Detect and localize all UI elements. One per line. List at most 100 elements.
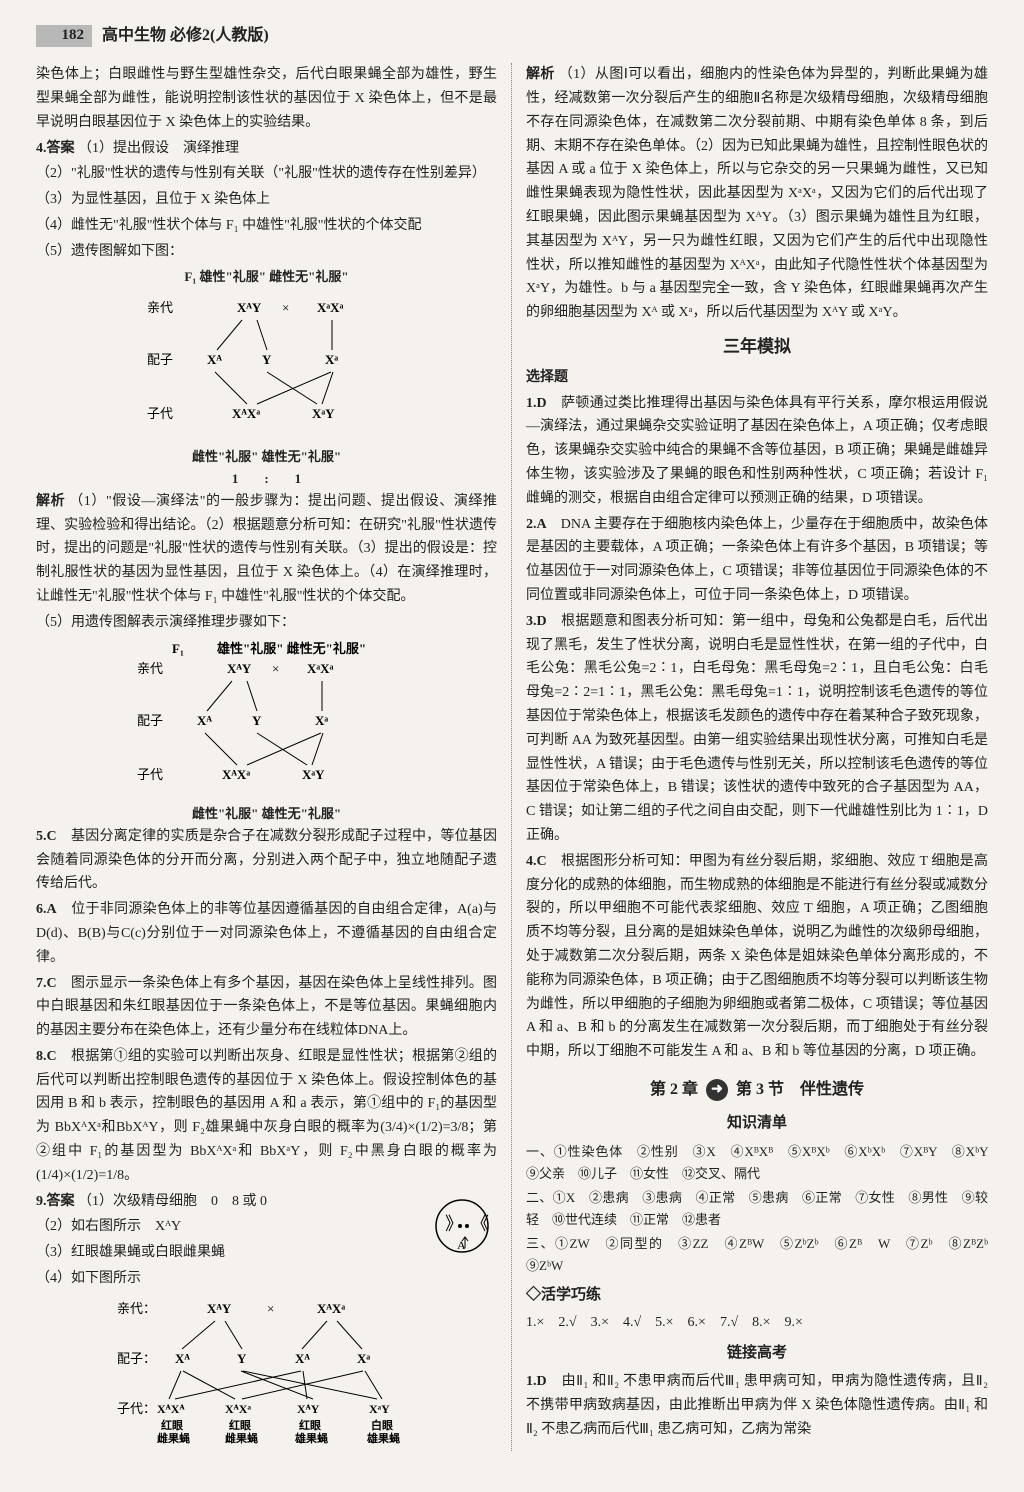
g1: 1.D 由Ⅱ₁ 和Ⅱ₂ 不患甲病而后代Ⅲ₁ 患甲病可知，甲病为隐性遗传病，且Ⅱ₂… xyxy=(526,1370,988,1441)
chapter-left: 第 2 章 xyxy=(650,1076,698,1103)
r-jiexi: 解析 （1）从图Ⅰ可以看出，细胞内的性染色体为异型的，判断此果蝇为雄性，经减数第… xyxy=(526,63,988,325)
left-column: 染色体上；白眼雌性与野生型雄性杂交，后代白眼果蝇全部为雄性，野生型果蝇全部为雌性… xyxy=(36,63,512,1451)
q8-txt: 根据第①组的实验可以判断出灰身、红眼是显性性状；根据第②组的后代可以判断出控制眼… xyxy=(36,1049,497,1183)
jiexi-txt: （1）"假设—演绎法"的一般步骤为：提出问题、提出假设、演绎推理、实验检验和得出… xyxy=(36,494,497,604)
svg-text:雄果蝇: 雄果蝇 xyxy=(366,1431,400,1445)
chapter-right: 第 3 节 伴性遗传 xyxy=(736,1076,864,1103)
k3: 三、①ZW ②同型的 ③ZZ ④ZᴮW ⑤ZᵇZᵇ ⑥Zᴮ W ⑦Zᵇ ⑧ZᴮZ… xyxy=(526,1233,988,1277)
q4: 4.答案 （1）提出假设 演绎推理 xyxy=(36,137,497,161)
svg-text:雌果蝇: 雌果蝇 xyxy=(157,1431,190,1445)
jiexi: 解析 （1）"假设—演绎法"的一般步骤为：提出问题、提出假设、演绎推理、实验检验… xyxy=(36,490,497,609)
svg-text:XᵃXᵃ: XᵃXᵃ xyxy=(307,661,334,676)
svg-text:子代: 子代 xyxy=(147,406,173,421)
q9-4: （4）如下图所示 xyxy=(36,1267,427,1291)
svg-text:XᴬY: XᴬY xyxy=(207,1301,232,1316)
svg-text:亲代: 亲代 xyxy=(147,300,173,315)
svg-text:配子：: 配子： xyxy=(117,1351,156,1366)
q9-1: （1）次级精母细胞 0 8 或 0 xyxy=(78,1194,267,1209)
huoxue: ◇活学巧练 xyxy=(526,1283,988,1309)
g1-txt: 由Ⅱ₁ 和Ⅱ₂ 不患甲病而后代Ⅲ₁ 患甲病可知，甲病为隐性遗传病，且Ⅱ₂ 不携带… xyxy=(526,1374,988,1437)
q4-2: （2）"礼服"性状的遗传与性别有关联（"礼服"性状的遗传存在性别差异） xyxy=(36,162,497,186)
q4-5: （5）遗传图解如下图： xyxy=(36,240,497,264)
q4-head: 4.答案 xyxy=(36,141,75,156)
arrow-icon: ➜ xyxy=(706,1079,728,1101)
svg-text:白眼: 白眼 xyxy=(371,1418,393,1432)
para: 染色体上；白眼雌性与野生型雄性杂交，后代白眼果蝇全部为雄性，野生型果蝇全部为雌性… xyxy=(36,63,497,134)
q7-txt: 图示显示一条染色体上有多个基因，基因在染色体上呈线性排列。图中白眼基因和朱红眼基… xyxy=(36,976,497,1039)
svg-text:XᵃXᵃ: XᵃXᵃ xyxy=(317,300,344,315)
r-jiexi-head: 解析 xyxy=(526,67,555,82)
svg-text:红眼: 红眼 xyxy=(161,1418,183,1432)
svg-text:雌果蝇: 雌果蝇 xyxy=(225,1431,258,1445)
q4-1: （1）提出假设 演绎推理 xyxy=(78,141,239,156)
genetics-diagram-3: 亲代： XᴬY × XᴬXᵃ 配子： Xᴬ Y Xᴬ Xᵃ 子代： XᴬXᴬ X… xyxy=(77,1297,457,1447)
q9-head: 9.答案 xyxy=(36,1194,75,1209)
svg-text:Xᵃ: Xᵃ xyxy=(357,1351,370,1366)
svg-text:子代：: 子代： xyxy=(117,1401,156,1416)
k1: 一、①性染色体 ②性别 ③X ④XᴮXᴮ ⑤XᴮXᵇ ⑥XᵇXᵇ ⑦XᴮY ⑧X… xyxy=(526,1141,988,1185)
xuanzeti: 选择题 xyxy=(526,366,988,390)
q5: 5.C 基因分离定律的实质是杂合子在减数分裂形成配子过程中，等位基因会随着同源染… xyxy=(36,825,497,896)
genetics-diagram-1: F₁ 雄性"礼服" 雌性无"礼服" 亲代 XᴬY × XᵃXᵃ 配子 Xᴬ Y … xyxy=(36,266,497,490)
svg-text:XᴬY: XᴬY xyxy=(227,661,252,676)
q5-txt: 基因分离定律的实质是杂合子在减数分裂形成配子过程中，等位基因会随着同源染色体的分… xyxy=(36,829,497,892)
r3-txt: 根据题意和图表分析可知：第一组中，母兔和公兔都是白毛，后代出现了黑毛，发生了性状… xyxy=(526,614,988,843)
page-header: 182 高中生物 必修2(人教版) xyxy=(36,22,988,49)
cell-icon: 》 《 A xyxy=(427,1194,497,1264)
svg-text:》: 》 xyxy=(445,1214,463,1234)
r4: 4.C 根据图形分析可知：甲图为有丝分裂后期，浆细胞、效应 T 细胞是高度分化的… xyxy=(526,850,988,1064)
svg-text:Xᵃ: Xᵃ xyxy=(315,713,328,728)
svg-text:Xᴬ: Xᴬ xyxy=(197,713,212,728)
q9-3: （3）红眼雄果蝇或白眼雌果蝇 xyxy=(36,1241,427,1265)
diag1-title: F₁ 雄性"礼服" 雌性无"礼服" xyxy=(36,266,497,288)
svg-text:×: × xyxy=(267,1301,274,1316)
genetics-diagram-2: F₁ 雄性"礼服" 雌性无"礼服" 亲代 XᴬY × XᵃXᵃ 配子 Xᴬ Y … xyxy=(36,639,497,825)
r1-txt: 萨顿通过类比推理得出基因与染色体具有平行关系，摩尔根运用假说—演绎法，通过果蝇杂… xyxy=(526,396,988,506)
jiexi-head: 解析 xyxy=(36,494,65,509)
svg-text:Y: Y xyxy=(237,1351,247,1366)
svg-text:Y: Y xyxy=(252,713,262,728)
svg-text:亲代：: 亲代： xyxy=(117,1301,156,1316)
diag1-svg: 亲代 XᴬY × XᵃXᵃ 配子 Xᴬ Y Xᵃ 子代 XᴬXᵃ XᵃY xyxy=(117,292,417,442)
r2: 2.A DNA 主要存在于细胞核内染色体上，少量存在于细胞质中，故染色体是基因的… xyxy=(526,513,988,608)
zhishiqingdan: 知识清单 xyxy=(526,1111,988,1137)
diag2-svg: F₁ 雄性"礼服" 雌性无"礼服" 亲代 XᴬY × XᵃXᵃ 配子 Xᴬ Y … xyxy=(107,639,427,799)
q6: 6.A 位于非同源染色体上的非等位基因遵循基因的自由组合定律，A(a)与D(d)… xyxy=(36,898,497,969)
jiexi-5: （5）用遗传图解表示演绎推理步骤如下： xyxy=(36,611,497,635)
r4-txt: 根据图形分析可知：甲图为有丝分裂后期，浆细胞、效应 T 细胞是高度分化的成熟的体… xyxy=(526,854,988,1059)
diag1-label: 雌性"礼服" 雄性无"礼服" xyxy=(36,446,497,468)
svg-text:子代: 子代 xyxy=(137,767,163,782)
r2-txt: DNA 主要存在于细胞核内染色体上，少量存在于细胞质中，故染色体是基因的主要载体… xyxy=(526,517,988,603)
r3: 3.D 根据题意和图表分析可知：第一组中，母兔和公兔都是白毛，后代出现了黑毛，发… xyxy=(526,610,988,848)
svg-text:×: × xyxy=(282,300,289,315)
svg-text:XᴬXᵃ: XᴬXᵃ xyxy=(317,1301,345,1316)
hx-answers: 1.× 2.√ 3.× 4.√ 5.× 6.× 7.√ 8.× 9.× xyxy=(526,1311,988,1335)
svg-text:XᵃY: XᵃY xyxy=(369,1402,390,1416)
q9-2: （2）如右图所示 XᴬY xyxy=(36,1215,427,1239)
q6-txt: 位于非同源染色体上的非等位基因遵循基因的自由组合定律，A(a)与D(d)、B(B… xyxy=(36,902,497,965)
svg-text:Xᴬ: Xᴬ xyxy=(175,1351,190,1366)
svg-text:×: × xyxy=(272,661,279,676)
lianjie: 链接高考 xyxy=(526,1341,988,1367)
k2: 二、①X ②患病 ③患病 ④正常 ⑤患病 ⑥正常 ⑦女性 ⑧男性 ⑨较轻 ⑩世代… xyxy=(526,1187,988,1231)
q9: 9.答案 （1）次级精母细胞 0 8 或 0 xyxy=(36,1190,427,1214)
svg-text:XᴬXᵃ: XᴬXᵃ xyxy=(222,767,250,782)
q4-4: （4）雌性无"礼服"性状个体与 F₁ 中雄性"礼服"性状的个体交配 xyxy=(36,214,497,238)
svg-text:配子: 配子 xyxy=(147,352,173,367)
svg-text:Xᴬ: Xᴬ xyxy=(295,1351,310,1366)
page-title: 高中生物 必修2(人教版) xyxy=(102,22,269,49)
svg-text:雄性"礼服" 雌性无"礼服": 雄性"礼服" 雌性无"礼服" xyxy=(216,641,366,656)
svg-text:XᴬXᵃ: XᴬXᵃ xyxy=(232,406,260,421)
r-p1: （1）从图Ⅰ可以看出，细胞内的性染色体为异型的，判断此果蝇为雄性，经减数第一次分… xyxy=(526,67,988,320)
q8: 8.C 根据第①组的实验可以判断出灰身、红眼是显性性状；根据第②组的后代可以判断… xyxy=(36,1045,497,1188)
svg-text:F₁: F₁ xyxy=(172,641,184,656)
q4-3: （3）为显性基因，且位于 X 染色体上 xyxy=(36,188,497,212)
diag2-label: 雌性"礼服" 雄性无"礼服" xyxy=(36,803,497,825)
svg-text:配子: 配子 xyxy=(137,713,163,728)
svg-text:Y: Y xyxy=(262,352,272,367)
svg-text:XᴬXᵃ: XᴬXᵃ xyxy=(225,1402,251,1416)
svg-text:亲代: 亲代 xyxy=(137,661,163,676)
svg-text:XᵃY: XᵃY xyxy=(312,406,335,421)
svg-text:XᴬY: XᴬY xyxy=(297,1402,320,1416)
svg-text:红眼: 红眼 xyxy=(229,1418,251,1432)
